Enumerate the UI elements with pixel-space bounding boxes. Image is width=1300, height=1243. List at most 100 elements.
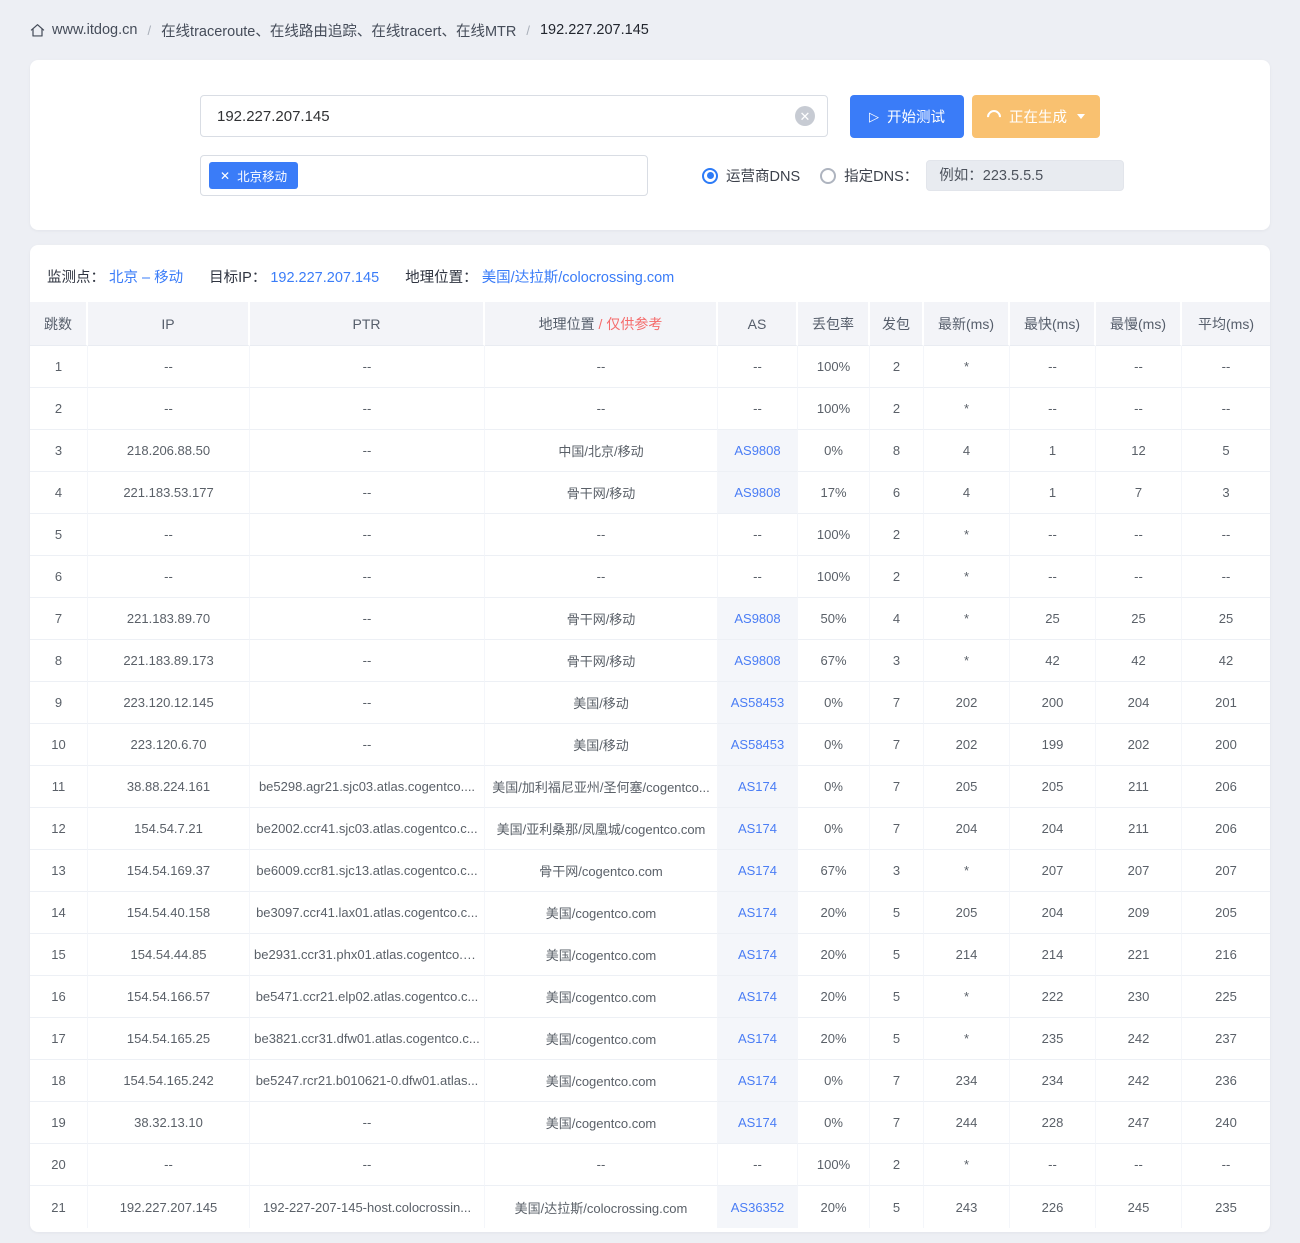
as-link[interactable]: AS174 bbox=[737, 1073, 778, 1088]
tag-close-icon[interactable]: ✕ bbox=[220, 168, 231, 183]
cell-loss: 50% bbox=[798, 598, 870, 640]
table-row: 7 221.183.89.70 -- 骨干网/移动 AS9808 50% 4 * 25 25 25 bbox=[30, 598, 1270, 640]
table-row: 14 154.54.40.158 be3097.ccr41.lax01.atlas.… bbox=[30, 892, 1270, 934]
cell-loss: 20% bbox=[798, 892, 870, 934]
table-row: 13 154.54.169.37 be6009.ccr81.sjc13.atlas.… bbox=[30, 850, 1270, 892]
cell-location: 美国/cogentco.com bbox=[485, 1060, 718, 1102]
breadcrumb-current: 192.227.207.145 bbox=[539, 22, 649, 38]
monitor-node-link[interactable]: 北京 – 移动 bbox=[109, 270, 184, 286]
cell-avg: 216 bbox=[1182, 934, 1270, 976]
cell-loss: 0% bbox=[798, 1060, 870, 1102]
cell-sent: 8 bbox=[870, 430, 924, 472]
radio-isp-dns-label: 运营商DNS bbox=[726, 169, 801, 185]
cell-fastest: 200 bbox=[1010, 682, 1096, 724]
cell-as: AS174 bbox=[718, 1018, 798, 1060]
cell-ptr: be3097.ccr41.lax01.atlas.cogentco.c... bbox=[250, 892, 485, 934]
cell-sent: 2 bbox=[870, 388, 924, 430]
table-header-row: 跳数 IP PTR 地理位置 / 仅供参考 AS 丢包率 发包 最新(ms) 最… bbox=[30, 302, 1270, 346]
cell-ip: 218.206.88.50 bbox=[88, 430, 250, 472]
start-test-button[interactable]: ▷ 开始测试 bbox=[850, 95, 964, 138]
as-link[interactable]: AS9808 bbox=[734, 611, 781, 626]
cell-sent: 6 bbox=[870, 472, 924, 514]
as-link[interactable]: AS174 bbox=[737, 989, 778, 1004]
cell-ip: 38.32.13.10 bbox=[88, 1102, 250, 1144]
as-link[interactable]: AS9808 bbox=[734, 443, 781, 458]
target-ip-link[interactable]: 192.227.207.145 bbox=[270, 270, 380, 286]
radio-isp-dns[interactable]: 运营商DNS bbox=[702, 165, 800, 186]
header-sent: 发包 bbox=[870, 302, 924, 346]
cell-ip: 221.183.53.177 bbox=[88, 472, 250, 514]
as-link[interactable]: AS174 bbox=[737, 1031, 778, 1046]
cell-ptr: -- bbox=[250, 1102, 485, 1144]
cell-slowest: 207 bbox=[1096, 850, 1182, 892]
generating-button[interactable]: 正在生成 bbox=[972, 95, 1100, 138]
cell-sent: 4 bbox=[870, 598, 924, 640]
cell-avg: -- bbox=[1182, 556, 1270, 598]
cell-latest: * bbox=[924, 1018, 1010, 1060]
clear-input-icon[interactable]: ✕ bbox=[795, 106, 815, 126]
cell-hop: 20 bbox=[30, 1144, 88, 1186]
cell-slowest: 211 bbox=[1096, 766, 1182, 808]
node-tag[interactable]: ✕ 北京移动 bbox=[209, 162, 299, 189]
node-select-box[interactable]: ✕ 北京移动 bbox=[200, 155, 648, 196]
header-hop: 跳数 bbox=[30, 302, 88, 346]
table-row: 18 154.54.165.242 be5247.rcr21.b010621-0.d… bbox=[30, 1060, 1270, 1102]
cell-ip: 154.54.169.37 bbox=[88, 850, 250, 892]
cell-hop: 10 bbox=[30, 724, 88, 766]
cell-avg: -- bbox=[1182, 346, 1270, 388]
cell-fastest: -- bbox=[1010, 1144, 1096, 1186]
cell-location: 骨干网/移动 bbox=[485, 640, 718, 682]
as-link[interactable]: AS174 bbox=[737, 947, 778, 962]
radio-custom-dns[interactable]: 指定DNS： bbox=[820, 165, 918, 186]
table-row: 4 221.183.53.177 -- 骨干网/移动 AS9808 17% 6 4 1 7 3 bbox=[30, 472, 1270, 514]
cell-avg: 5 bbox=[1182, 430, 1270, 472]
as-link[interactable]: AS174 bbox=[737, 863, 778, 878]
cell-as: -- bbox=[718, 346, 798, 388]
cell-as: AS36352 bbox=[718, 1186, 798, 1228]
cell-location: 美国/亚利桑那/凤凰城/cogentco.com bbox=[485, 808, 718, 850]
as-link[interactable]: AS9808 bbox=[734, 485, 781, 500]
header-as: AS bbox=[718, 302, 798, 346]
as-link[interactable]: AS174 bbox=[737, 821, 778, 836]
as-link[interactable]: AS58453 bbox=[730, 737, 785, 752]
as-link[interactable]: AS174 bbox=[737, 779, 778, 794]
table-row: 11 38.88.224.161 be5298.agr21.sjc03.atlas.… bbox=[30, 766, 1270, 808]
cell-hop: 13 bbox=[30, 850, 88, 892]
as-link[interactable]: AS36352 bbox=[730, 1199, 785, 1215]
custom-dns-input[interactable] bbox=[926, 160, 1125, 191]
as-link[interactable]: AS174 bbox=[737, 1115, 778, 1130]
cell-sent: 7 bbox=[870, 766, 924, 808]
cell-avg: 205 bbox=[1182, 892, 1270, 934]
target-input[interactable] bbox=[200, 95, 828, 137]
breadcrumb-page-link[interactable]: 在线traceroute、在线路由追踪、在线tracert、在线MTR bbox=[161, 23, 517, 40]
cell-latest: 4 bbox=[924, 430, 1010, 472]
as-link[interactable]: AS174 bbox=[737, 905, 778, 920]
as-link[interactable]: AS9808 bbox=[734, 653, 781, 668]
cell-sent: 5 bbox=[870, 892, 924, 934]
cell-ip: 221.183.89.70 bbox=[88, 598, 250, 640]
table-row: 8 221.183.89.173 -- 骨干网/移动 AS9808 67% 3 * 42 42 42 bbox=[30, 640, 1270, 682]
cell-location: -- bbox=[485, 1144, 718, 1186]
header-location-note: / 仅供参考 bbox=[598, 315, 663, 332]
cell-slowest: -- bbox=[1096, 388, 1182, 430]
header-location: 地理位置 / 仅供参考 bbox=[485, 302, 718, 346]
cell-slowest: 12 bbox=[1096, 430, 1182, 472]
cell-ip: 38.88.224.161 bbox=[88, 766, 250, 808]
cell-hop: 17 bbox=[30, 1018, 88, 1060]
as-link[interactable]: AS58453 bbox=[730, 695, 785, 710]
cell-as: AS174 bbox=[718, 808, 798, 850]
cell-sent: 5 bbox=[870, 1018, 924, 1060]
cell-location: 美国/移动 bbox=[485, 724, 718, 766]
cell-slowest: 211 bbox=[1096, 808, 1182, 850]
cell-as: AS9808 bbox=[718, 430, 798, 472]
search-card: ✕ ▷ 开始测试 正在生成 ✕ 北京移动 运营商DNS 指定DNS： bbox=[30, 60, 1270, 230]
breadcrumb-site-link[interactable]: www.itdog.cn bbox=[30, 22, 137, 38]
cell-latest: 202 bbox=[924, 724, 1010, 766]
cell-ptr: be5247.rcr21.b010621-0.dfw01.atlas... bbox=[250, 1060, 485, 1102]
geo-link[interactable]: 美国/达拉斯/colocrossing.com bbox=[481, 270, 675, 286]
table-row: 5 -- -- -- -- 100% 2 * -- -- -- bbox=[30, 514, 1270, 556]
target-ip-label: 目标IP： bbox=[209, 270, 267, 286]
cell-as: AS174 bbox=[718, 1060, 798, 1102]
cell-avg: 207 bbox=[1182, 850, 1270, 892]
cell-ptr: be3821.ccr31.dfw01.atlas.cogentco.c... bbox=[250, 1018, 485, 1060]
